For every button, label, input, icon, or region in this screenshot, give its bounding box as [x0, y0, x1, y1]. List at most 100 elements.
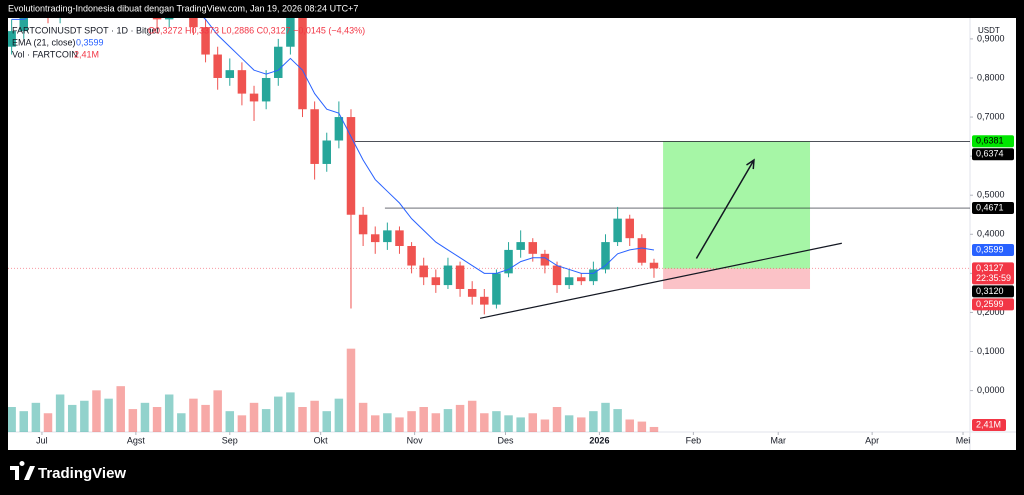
candle-body — [504, 249, 513, 274]
price-label-box — [972, 285, 1014, 298]
candle-body — [516, 242, 525, 250]
candle-body — [201, 27, 210, 55]
target-zone — [663, 141, 811, 269]
volume-bar — [480, 413, 489, 432]
candle-body — [237, 70, 247, 94]
volume-bar — [310, 400, 319, 432]
legend-ema: EMA (21, close) — [12, 37, 76, 47]
candle-body — [637, 238, 647, 263]
x-tick-label: Des — [498, 435, 515, 445]
volume-bar — [164, 394, 174, 432]
candle-body — [310, 109, 319, 164]
volume-bar — [467, 400, 477, 432]
x-tick-label: Agst — [127, 435, 146, 445]
candle-body — [540, 253, 550, 266]
volume-bar — [492, 411, 501, 432]
candle-body — [492, 273, 501, 305]
candle-body — [334, 117, 344, 141]
candle-body — [431, 277, 441, 286]
candle-body — [322, 140, 331, 164]
candle-body — [601, 242, 610, 270]
price-label-sub: 22:35:59 — [976, 273, 1011, 283]
volume-bar — [564, 415, 574, 432]
legend-symbol: FARTCOINUSDT SPOT · 1D · Bitget — [12, 25, 160, 35]
volume-bar — [431, 413, 441, 432]
volume-bar — [504, 415, 513, 432]
volume-bar — [601, 402, 610, 432]
x-tick-label: Feb — [686, 435, 702, 445]
volume-bar — [213, 390, 222, 432]
candle-body — [274, 46, 283, 78]
price-label-box — [972, 135, 1014, 148]
price-label-box — [972, 148, 1014, 161]
y-tick-label: 0,2000 — [977, 307, 1005, 317]
price-label: 0,2599 — [976, 299, 1004, 309]
volume-bar — [19, 411, 28, 432]
legend-vol-value: 2,41M — [74, 49, 99, 59]
volume-bar — [152, 407, 162, 432]
candle-body — [286, 18, 295, 47]
plot — [8, 18, 970, 432]
volume-bar — [346, 348, 356, 432]
logo-icon — [10, 461, 35, 480]
candle-body — [19, 18, 28, 32]
volume-label-box — [972, 419, 1006, 431]
y-tick-label: 0,7000 — [977, 111, 1005, 121]
x-tick-label: Nov — [407, 435, 424, 445]
volume-bar — [177, 413, 186, 432]
volume-bar — [395, 417, 404, 432]
x-tick-label: Sep — [222, 435, 238, 445]
volume-bar — [55, 394, 65, 432]
candle-body — [564, 277, 574, 286]
candle-body — [249, 93, 259, 102]
volume-bar — [407, 411, 416, 432]
chart-area — [8, 18, 1016, 450]
candle-body — [577, 277, 586, 282]
candle-body — [189, 18, 198, 28]
price-label: 0,3120 — [976, 286, 1004, 296]
volume-label: 2,41M — [976, 419, 1001, 429]
volume-bar — [455, 404, 465, 432]
volume-bar — [274, 396, 283, 432]
candle-body — [480, 296, 489, 305]
x-tick-label: Jul — [36, 435, 48, 445]
candle-body — [649, 262, 659, 269]
price-label: 0,4671 — [976, 202, 1004, 212]
candle-body — [298, 18, 307, 110]
volume-bar — [358, 402, 368, 432]
volume-bar — [552, 407, 562, 432]
volume-bar — [370, 415, 380, 432]
candle-body — [395, 230, 404, 247]
volume-bar — [67, 404, 77, 432]
volume-bar — [31, 402, 41, 432]
candle-body — [8, 31, 16, 47]
volume-bar — [286, 392, 295, 432]
volume-bar — [443, 409, 453, 432]
volume-bar — [80, 400, 89, 432]
brand: TradingView — [38, 465, 126, 482]
legend: FARTCOINUSDT SPOT · 1D · Bitget O0,3272 … — [12, 25, 365, 59]
y-tick-label: 0,9000 — [977, 33, 1005, 43]
price-label: 0,6381 — [976, 136, 1004, 146]
candle-body — [152, 18, 162, 20]
price-label-box — [972, 202, 1014, 215]
legend-ohlc: O0,3272 H0,3373 L0,2886 C0,3127 −0,0145 … — [148, 25, 365, 35]
volume-bar — [334, 398, 344, 432]
x-tick-label: Mar — [770, 435, 786, 445]
arrow — [695, 158, 755, 259]
volume-bar — [322, 411, 331, 432]
candle-body — [443, 265, 453, 286]
volume-bar — [649, 426, 659, 432]
volume-bar — [528, 413, 538, 432]
volume-bar — [613, 409, 622, 432]
price-label: 0,3599 — [976, 244, 1004, 254]
volume-bar — [383, 413, 392, 432]
legend-ema-value: 0,3599 — [76, 37, 104, 47]
candle-body — [467, 288, 477, 297]
candle-body — [625, 218, 634, 239]
candle-body — [225, 70, 235, 78]
x-tick-label: 2026 — [589, 435, 609, 445]
volume-bar — [225, 411, 235, 432]
candle-body — [455, 265, 465, 289]
